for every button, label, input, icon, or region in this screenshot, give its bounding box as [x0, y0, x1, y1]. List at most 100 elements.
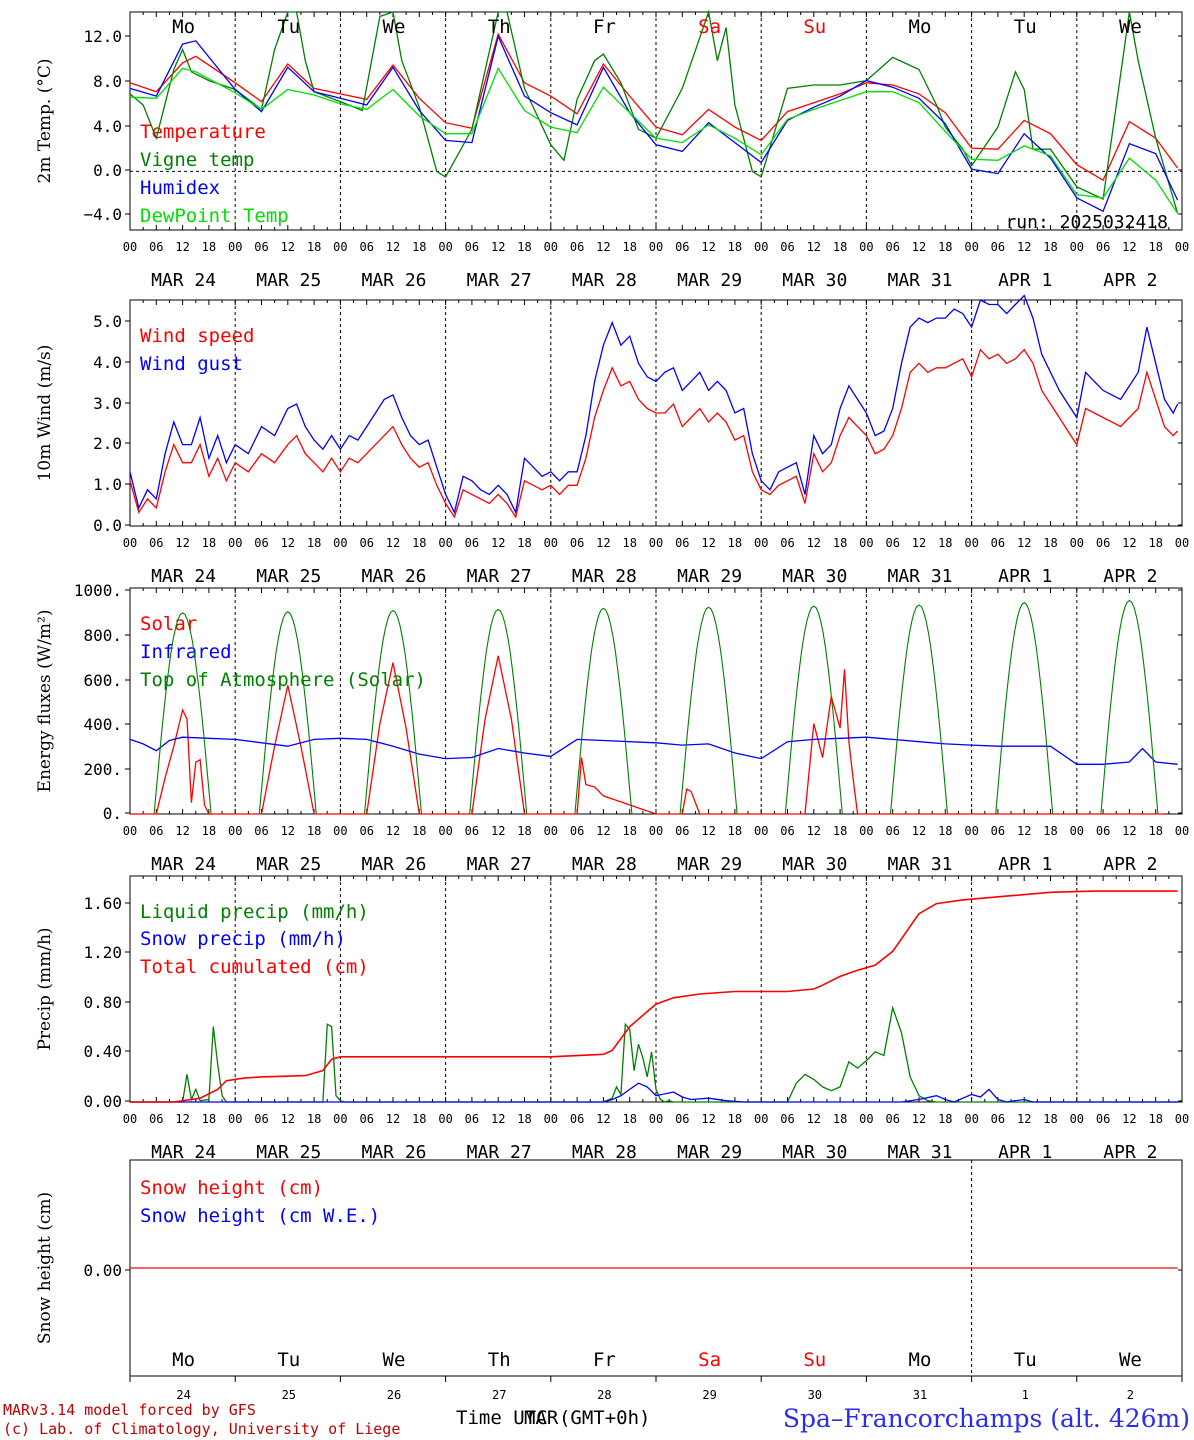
footer-lab: (c) Lab. of Climatology, University of L… — [3, 1420, 400, 1438]
hour-label: 12 — [596, 824, 610, 838]
date-label: MAR 28 — [572, 270, 637, 291]
legend-label: Total cumulated (cm) — [140, 956, 369, 978]
date-label: MAR 29 — [677, 1142, 742, 1163]
hour-label: 12 — [1017, 536, 1031, 550]
day-number-label: 27 — [492, 1388, 506, 1402]
date-label: MAR 31 — [887, 854, 952, 875]
weekday-label: Mo — [909, 16, 932, 38]
run-annotation: run: 2025032418 — [1005, 212, 1168, 233]
weekday-label: Tu — [277, 16, 300, 38]
hour-label: 12 — [807, 1112, 821, 1126]
weekday-label: Sa — [698, 1349, 721, 1371]
date-label: APR 1 — [998, 1142, 1052, 1163]
y-tick-label: 0.0 — [93, 161, 122, 180]
date-label: MAR 25 — [256, 270, 321, 291]
series-top-of-atmosphere-solar — [469, 608, 528, 815]
hour-label: 06 — [149, 824, 163, 838]
series-snow-precip-mm-h — [130, 1082, 1178, 1103]
hour-label: 18 — [833, 824, 847, 838]
y-tick-label: 5.0 — [93, 312, 122, 331]
date-label: MAR 25 — [256, 854, 321, 875]
legend-label: Snow height (cm W.E.) — [140, 1205, 380, 1227]
hour-label: 06 — [991, 240, 1005, 254]
hour-label: 18 — [517, 240, 531, 254]
day-number-label: 31 — [913, 1388, 927, 1402]
date-label: MAR 30 — [782, 270, 847, 291]
hour-label: 00 — [1070, 240, 1084, 254]
hour-label: 06 — [780, 536, 794, 550]
date-label: APR 2 — [1103, 1142, 1157, 1163]
series-top-of-atmosphere-solar — [258, 611, 317, 815]
series-dewpoint-temp — [129, 66, 1179, 214]
series-top-of-atmosphere-solar — [153, 612, 212, 815]
hour-label: 06 — [570, 824, 584, 838]
y-tick-label: 0.40 — [83, 1042, 122, 1061]
hour-label: 06 — [359, 536, 373, 550]
hour-label: 18 — [517, 824, 531, 838]
hour-label: 12 — [912, 536, 926, 550]
series-top-of-atmosphere-solar — [574, 607, 633, 815]
hour-label: 06 — [780, 824, 794, 838]
hour-label: 00 — [123, 240, 137, 254]
hour-label: 00 — [228, 240, 242, 254]
hour-label: 18 — [833, 536, 847, 550]
series-solar — [130, 655, 1165, 815]
hour-label: 00 — [754, 824, 768, 838]
hour-label: 06 — [359, 824, 373, 838]
weekday-label: Th — [488, 1349, 511, 1371]
series-liquid-precip-mm-h — [130, 1005, 1178, 1103]
hour-label: 18 — [1043, 1112, 1057, 1126]
hour-label: 18 — [622, 536, 636, 550]
hour-label: 00 — [544, 240, 558, 254]
y-tick-label: 3.0 — [93, 394, 122, 413]
weekday-label: Tu — [277, 1349, 300, 1371]
hour-label: 12 — [912, 240, 926, 254]
weekday-label: Fr — [593, 16, 616, 38]
date-label: MAR 30 — [782, 1142, 847, 1163]
hour-label: 18 — [307, 536, 321, 550]
weekday-label: Fr — [593, 1349, 616, 1371]
date-label: MAR 24 — [151, 854, 216, 875]
legend-label: Infrared — [140, 641, 232, 663]
y-tick-label: 4.0 — [93, 117, 122, 136]
hour-label: 06 — [254, 240, 268, 254]
hour-label: 12 — [701, 1112, 715, 1126]
hour-label: 06 — [1096, 1112, 1110, 1126]
hour-label: 12 — [701, 536, 715, 550]
weekday-label: Th — [488, 16, 511, 38]
footer-model: MARv3.14 model forced by GFS — [3, 1401, 256, 1419]
date-label: MAR 28 — [572, 854, 637, 875]
y-axis-title: Precip (mm/h) — [35, 927, 55, 1050]
hour-label: 06 — [675, 824, 689, 838]
hour-label: 00 — [228, 536, 242, 550]
weekday-label: Mo — [172, 1349, 195, 1371]
weekday-label: We — [1119, 1349, 1142, 1371]
series-wind-gust — [129, 294, 1179, 515]
hour-label: 06 — [570, 536, 584, 550]
date-label: MAR 31 — [887, 270, 952, 291]
legend-label: Vigne temp — [140, 149, 254, 171]
hour-label: 12 — [807, 824, 821, 838]
hour-label: 18 — [307, 824, 321, 838]
hour-label: 12 — [386, 240, 400, 254]
hour-label: 18 — [517, 536, 531, 550]
hour-label: 06 — [675, 536, 689, 550]
series-top-of-atmosphere-solar — [995, 602, 1054, 815]
hour-label: 06 — [780, 1112, 794, 1126]
hour-label: 00 — [754, 536, 768, 550]
hour-label: 12 — [386, 1112, 400, 1126]
y-tick-label: 200. — [83, 760, 122, 779]
hour-label: 06 — [149, 240, 163, 254]
hour-label: 00 — [438, 536, 452, 550]
date-label: APR 1 — [998, 854, 1052, 875]
hour-label: 18 — [833, 240, 847, 254]
hour-label: 18 — [938, 1112, 952, 1126]
legend-label: Wind speed — [140, 325, 254, 347]
hour-label: 06 — [254, 1112, 268, 1126]
hour-label: 00 — [438, 824, 452, 838]
hour-label: 18 — [1043, 536, 1057, 550]
hour-label: 06 — [991, 1112, 1005, 1126]
hour-label: 00 — [544, 1112, 558, 1126]
hour-label: 12 — [281, 240, 295, 254]
hour-label: 00 — [649, 536, 663, 550]
